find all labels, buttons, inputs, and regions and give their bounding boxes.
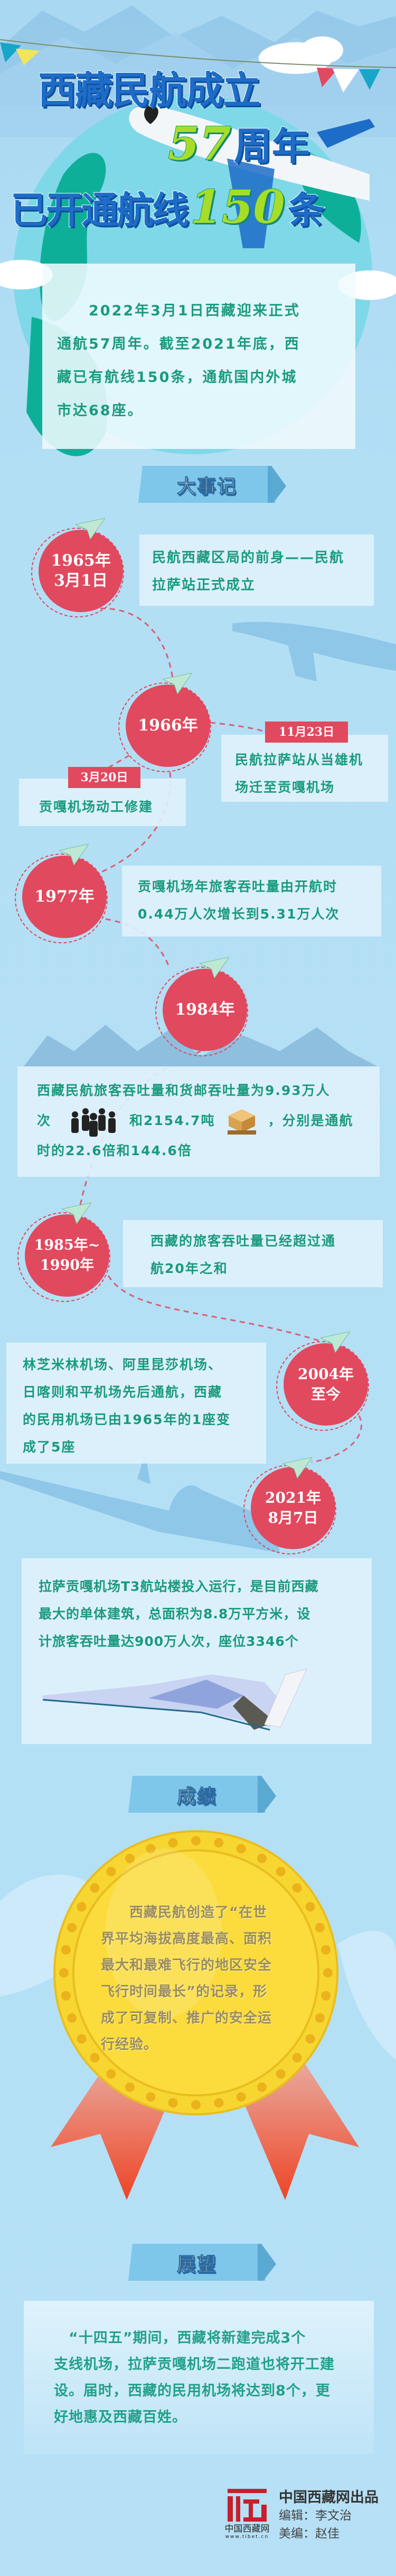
timeline-date-1966: 1966年: [118, 673, 211, 772]
event-box-1984: 西藏民航旅客吞吐量和货邮吞吐量为9.93万人 次 和2154.7吨 ，分别是通航…: [17, 1066, 380, 1177]
medal-rim-dot: [321, 1945, 331, 1955]
intro-line: 2022年3月1日西藏迎来正式: [57, 303, 300, 319]
medal-icon: [51, 1830, 359, 2200]
routes-suffix: 条: [287, 188, 325, 232]
medal-rim-dot: [106, 2069, 116, 2079]
medal-rim-dot: [292, 2053, 302, 2063]
medal-rim-dot: [77, 1902, 87, 1912]
medal-rim-dot: [257, 2082, 267, 2092]
airplane-icon: [129, 105, 375, 248]
section-title: 展望: [176, 2254, 217, 2276]
medal-rim-dot: [168, 1838, 178, 1848]
medal-rim-dot: [321, 1991, 331, 2001]
section-banner-achievements: 成绩: [128, 1776, 276, 1813]
timeline-date-1985-1990: 1985年~ 1990年: [17, 1203, 110, 1302]
event-box-1985-1990: 西藏的旅客吞吐量已经超过通 航20年之和: [123, 1220, 383, 1287]
crowd-icon: [71, 1108, 116, 1137]
event-box-1977: 贡嘎机场年旅客吞吐量由开航时 0.44万人次增长到5.31万人次: [122, 866, 381, 936]
timeline-date-2004: 2004年 至今: [276, 1332, 369, 1431]
event-box-1965: 民航西藏区局的前身——民航 拉萨站正式成立: [139, 535, 374, 606]
title-line1: 西藏民航成立: [37, 68, 261, 113]
medal-rim-dot: [236, 1844, 246, 1854]
medal-rim-dot: [305, 2034, 315, 2044]
anniversary-suffix: 周年: [233, 124, 310, 169]
achievement-text: 西藏民航创造了“在世 界平均海拔高度最高、面积 最大和最难飞行的地区安全 飞行时…: [101, 1905, 272, 2053]
timeline-date-1977: 1977年: [15, 844, 108, 943]
medal-rim-dot: [257, 1853, 267, 1863]
medal-rim-dot: [146, 2092, 156, 2102]
medal-rim-dot: [59, 1968, 69, 1978]
event-box-2004: 林芝米林机场、阿里昆莎机场、 日喀则和平机场先后通航，西藏 的民用机场已由196…: [6, 1343, 266, 1464]
section-banner-outlook: 展望: [128, 2244, 276, 2281]
medal-rim-dot: [315, 2013, 325, 2023]
medal-rim-dot: [236, 2092, 246, 2102]
medal-rim-dot: [61, 1945, 71, 1955]
medal-rim-dot: [61, 1991, 71, 2001]
routes-prefix: 已开通航线: [10, 188, 190, 232]
credits: 中国西藏网出品 编辑：李文治 美编：赵佳: [279, 2489, 379, 2543]
event-box-2021: 拉萨贡嘎机场T3航站楼投入运行，是目前西藏 最大的单体建筑，总面积为8.8万平方…: [22, 1558, 372, 1744]
paper-plane-icon: [62, 1203, 91, 1224]
medal-rim-dot: [305, 1902, 315, 1912]
prayer-flags-icon: [0, 39, 396, 92]
logo-name: 中国西藏网: [224, 2524, 270, 2534]
paper-plane-icon: [59, 844, 89, 865]
paper-plane-icon: [200, 957, 229, 978]
medal-rim-dot: [125, 1853, 135, 1863]
terminal-building-icon: [43, 1669, 307, 1731]
medal-rim-dot: [323, 1968, 333, 1978]
paper-plane-icon: [282, 1457, 312, 1478]
medal-rim-dot: [168, 2098, 178, 2108]
medal-rim-dot: [276, 1867, 286, 1877]
producer: 中国西藏网出品: [279, 2489, 379, 2506]
medal-rim-dot: [146, 1844, 156, 1854]
section-title: 大事记: [176, 476, 237, 498]
cargo-pallet-icon: [227, 1109, 256, 1135]
medal-rim-dot: [106, 1867, 116, 1877]
section-banner-milestones: 大事记: [138, 466, 286, 503]
tibet-cn-logo: 中国西藏网 www.tibet.cn: [223, 2489, 271, 2540]
paper-plane-icon: [163, 673, 192, 694]
art-editor: 美编：赵佳: [279, 2527, 340, 2541]
medal-rim-dot: [214, 1838, 224, 1848]
routes-heading: 已开通航线 150 条: [10, 180, 325, 235]
logo-url: www.tibet.cn: [225, 2534, 269, 2540]
anniversary-number: 57: [167, 117, 232, 171]
intro-line: 市达68座。: [57, 402, 144, 419]
medal-rim-dot: [191, 1836, 201, 1846]
timeline-date-2021: 2021年 8月7日: [243, 1457, 336, 1554]
medal-rim-dot: [77, 2034, 87, 2044]
event-tag-mar-20: 3月20日: [68, 767, 140, 788]
editor: 编辑：李文治: [279, 2509, 352, 2523]
timeline-date-1984: 1984年: [155, 957, 248, 1056]
mountains-icon: [24, 1025, 378, 1066]
medal-rim-dot: [315, 1923, 325, 1933]
paper-plane-icon: [76, 518, 105, 539]
routes-number: 150: [190, 180, 286, 235]
section-title: 成绩: [176, 1786, 217, 1808]
event-tag-nov-23: 11月23日: [265, 722, 348, 743]
medal-rim-dot: [276, 2069, 286, 2079]
medal-rim-dot: [125, 2082, 135, 2092]
airplane-silhouette-icon: [0, 622, 396, 1553]
anniversary-heading: 57 周年: [167, 115, 310, 171]
medal-rim-dot: [191, 2100, 201, 2110]
intro-box: 2022年3月1日西藏迎来正式 通航57周年。截至2021年底，西 藏已有航线1…: [42, 264, 355, 449]
medal-rim-dot: [90, 1883, 100, 1893]
medal-rim-dot: [292, 1883, 302, 1893]
medal-rim-dot: [67, 1923, 77, 1933]
paper-plane-icon: [320, 1332, 350, 1353]
medal-rim-dot: [90, 2053, 100, 2063]
intro-line: 通航57周年。截至2021年底，西: [57, 336, 300, 352]
tibet-logo-icon: [228, 2489, 267, 2522]
event-box-1966-nov: 民航拉萨站从当雄机 场迁至贡嘎机场: [221, 735, 388, 802]
medal-rim-dot: [67, 2013, 77, 2023]
intro-line: 藏已有航线150条，通航国内外城: [57, 369, 298, 386]
medal-rim-dot: [214, 2098, 224, 2108]
outlook-box: “十四五”期间，西藏将新建完成3个 支线机场，拉萨贡嘎机场二跑道也将开工建 设。…: [24, 2301, 374, 2454]
timeline-date-1965: 1965年 3月1日: [31, 518, 124, 617]
